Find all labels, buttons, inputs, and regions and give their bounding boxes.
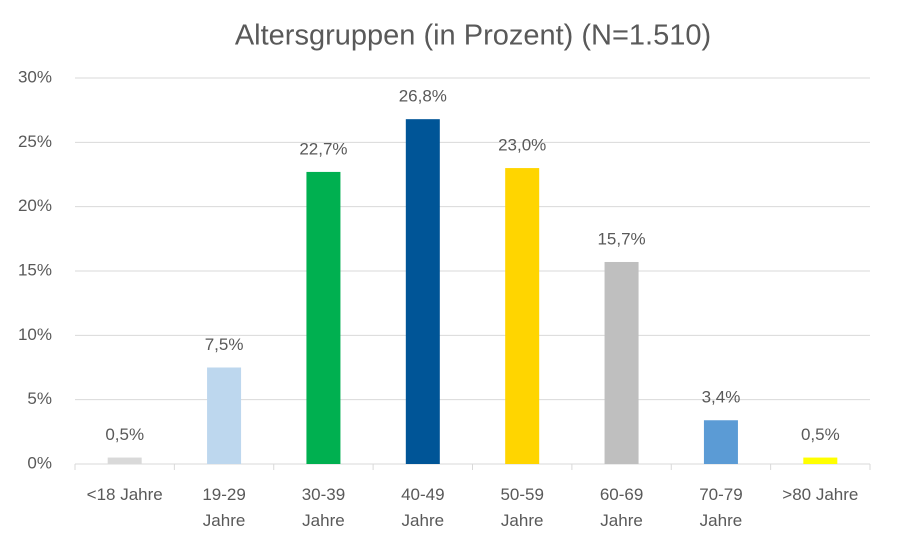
bar <box>505 168 540 465</box>
bar <box>703 420 738 464</box>
x-tick-label: 50-59 Jahre <box>500 485 544 530</box>
bar <box>604 261 639 464</box>
value-label: 22,7% <box>299 139 347 158</box>
y-tick-label: 10% <box>18 325 52 344</box>
x-tick-label: 30-39 Jahre <box>301 485 346 530</box>
x-tick-label: <18 Jahre <box>86 485 163 504</box>
y-tick-label: 30% <box>18 67 52 86</box>
y-tick-label: 25% <box>18 132 52 151</box>
bar <box>405 119 440 464</box>
y-tick-label: 20% <box>18 196 52 215</box>
value-label: 26,8% <box>399 87 447 106</box>
x-tick-label: 40-49 Jahre <box>401 485 445 530</box>
y-tick-label: 5% <box>27 389 52 408</box>
x-tick-label: 60-69 Jahre <box>599 485 644 530</box>
x-tick-label: 19-29 Jahre <box>202 485 246 530</box>
bar <box>207 367 242 464</box>
bar <box>306 171 341 464</box>
value-label: 23,0% <box>498 136 546 155</box>
chart-title: Altersgruppen (in Prozent) (N=1.510) <box>235 20 711 52</box>
bar <box>107 457 142 464</box>
value-label: 3,4% <box>702 388 741 407</box>
y-tick-label: 0% <box>27 453 52 472</box>
x-tick-label: 70-79 Jahre <box>699 485 743 530</box>
y-tick-label: 15% <box>18 260 52 279</box>
value-label: 0,5% <box>105 425 144 444</box>
value-label: 15,7% <box>597 229 645 248</box>
value-label: 7,5% <box>205 335 244 354</box>
bar <box>803 457 838 464</box>
x-tick-label: >80 Jahre <box>782 485 859 504</box>
value-label: 0,5% <box>801 425 840 444</box>
